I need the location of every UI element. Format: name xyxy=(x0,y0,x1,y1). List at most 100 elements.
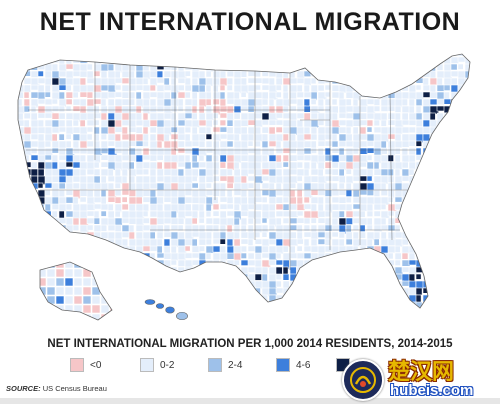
county-cell xyxy=(282,245,289,253)
county-cell xyxy=(135,245,144,254)
county-cell xyxy=(408,105,415,115)
county-cell xyxy=(422,119,430,128)
county-cell xyxy=(331,259,339,268)
county-cell xyxy=(170,196,178,205)
county-cell xyxy=(443,84,451,91)
county-cell xyxy=(92,323,100,330)
county-cell xyxy=(430,316,438,321)
county-cell xyxy=(142,245,151,252)
county-cell xyxy=(275,280,282,288)
county-cell xyxy=(275,217,282,226)
county-cell xyxy=(359,63,369,74)
county-cell xyxy=(479,176,488,184)
county-cell xyxy=(205,287,214,297)
county-cell xyxy=(206,316,213,323)
county-cell xyxy=(163,189,172,198)
county-cell xyxy=(254,238,263,245)
county-cell xyxy=(415,294,422,303)
county-cell xyxy=(472,64,478,73)
county-cell xyxy=(247,140,254,147)
county-cell xyxy=(114,140,123,149)
county-cell xyxy=(18,245,26,255)
county-cell xyxy=(289,301,300,308)
county-cell xyxy=(338,259,346,269)
county-cell xyxy=(10,239,17,246)
county-cell xyxy=(359,98,369,107)
county-cell xyxy=(233,301,243,308)
county-cell xyxy=(444,309,449,318)
county-cell xyxy=(72,252,82,261)
county-cell xyxy=(177,147,186,154)
county-cell xyxy=(10,141,18,146)
county-cell xyxy=(289,259,298,267)
county-cell xyxy=(114,294,125,301)
county-cell xyxy=(429,168,436,177)
county-cell xyxy=(51,182,60,191)
county-cell xyxy=(191,119,200,128)
county-cell xyxy=(233,238,241,247)
county-cell xyxy=(472,183,478,191)
county-cell xyxy=(359,84,367,92)
county-cell xyxy=(345,217,353,225)
county-cell xyxy=(18,168,20,177)
county-cell xyxy=(55,277,65,287)
county-cell xyxy=(352,54,362,59)
county-cell xyxy=(450,238,461,247)
county-cell xyxy=(135,56,144,65)
county-cell xyxy=(121,273,129,284)
county-cell xyxy=(18,105,19,114)
county-cell xyxy=(380,70,389,80)
county-cell xyxy=(58,105,65,113)
county-cell xyxy=(114,217,123,226)
county-cell xyxy=(30,105,37,113)
county-cell xyxy=(331,280,341,288)
county-cell xyxy=(387,56,396,64)
county-cell xyxy=(198,161,207,168)
county-cell xyxy=(457,245,465,254)
county-cell xyxy=(317,168,324,177)
county-cell xyxy=(18,231,24,241)
county-cell xyxy=(40,277,47,287)
county-cell xyxy=(227,316,234,324)
county-cell xyxy=(296,126,305,135)
county-cell xyxy=(51,98,58,105)
county-cell xyxy=(443,252,452,261)
county-cell xyxy=(324,98,331,106)
county-cell xyxy=(226,196,234,204)
county-cell xyxy=(464,161,470,169)
county-cell xyxy=(472,232,480,238)
county-cell xyxy=(436,161,444,170)
county-cell xyxy=(149,161,157,170)
county-cell xyxy=(114,252,124,260)
county-cell xyxy=(479,127,484,132)
county-cell xyxy=(415,203,424,210)
county-cell xyxy=(114,54,122,57)
county-cell xyxy=(191,203,200,212)
county-cell xyxy=(58,196,67,205)
county-cell xyxy=(58,54,68,57)
county-cell xyxy=(436,168,443,179)
county-cell xyxy=(73,313,83,320)
county-cell xyxy=(65,196,74,204)
county-cell xyxy=(303,140,312,148)
county-cell xyxy=(79,126,88,135)
county-cell xyxy=(401,161,409,169)
county-cell xyxy=(44,140,52,148)
county-cell xyxy=(275,287,284,294)
county-cell xyxy=(366,189,374,196)
county-cell xyxy=(359,287,369,297)
county-cell xyxy=(472,288,478,295)
county-cell xyxy=(240,280,250,290)
county-cell xyxy=(198,126,207,134)
county-cell xyxy=(121,259,129,270)
county-cell xyxy=(429,56,440,64)
county-cell xyxy=(156,54,164,58)
county-cell xyxy=(324,54,332,58)
county-cell xyxy=(331,126,340,135)
county-cell xyxy=(73,286,83,296)
county-cell xyxy=(436,224,446,234)
county-cell xyxy=(464,189,470,196)
county-cell xyxy=(401,126,410,134)
county-cell xyxy=(227,309,234,317)
county-cell xyxy=(79,252,88,259)
